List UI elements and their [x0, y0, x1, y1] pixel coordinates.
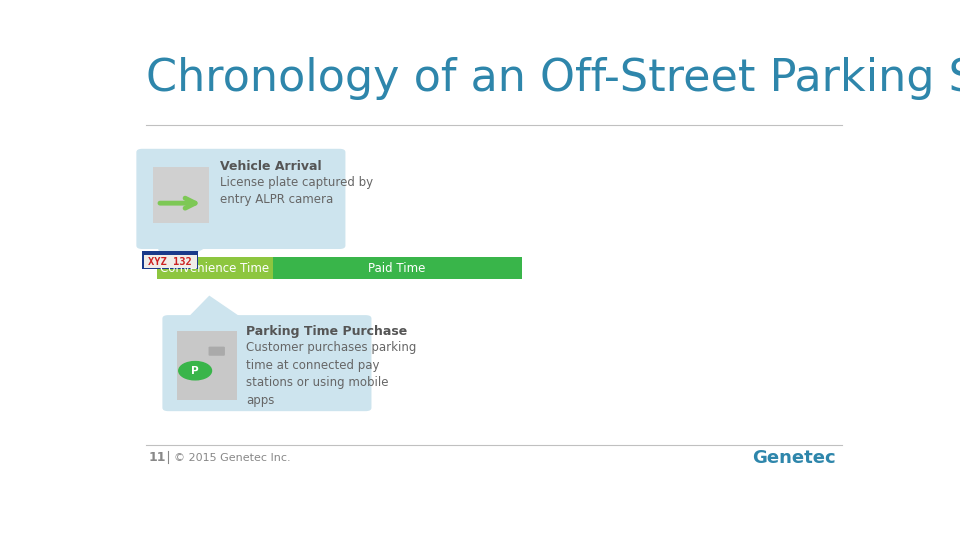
- Text: Parking Time Purchase: Parking Time Purchase: [247, 325, 408, 338]
- FancyBboxPatch shape: [154, 167, 209, 223]
- Text: XYZ 132: XYZ 132: [149, 257, 192, 267]
- Text: Chronology of an Off-Street Parking Session: Chronology of an Off-Street Parking Sess…: [146, 57, 960, 100]
- FancyBboxPatch shape: [208, 347, 225, 356]
- Text: © 2015 Genetec Inc.: © 2015 Genetec Inc.: [175, 453, 291, 463]
- Text: Vehicle Arrival: Vehicle Arrival: [221, 160, 322, 173]
- Text: P: P: [191, 366, 199, 376]
- Text: Convenience Time: Convenience Time: [160, 261, 270, 275]
- Text: Genetec: Genetec: [752, 449, 836, 467]
- Circle shape: [179, 362, 211, 380]
- FancyBboxPatch shape: [273, 258, 522, 279]
- FancyBboxPatch shape: [157, 258, 273, 279]
- Polygon shape: [187, 295, 243, 319]
- FancyBboxPatch shape: [144, 252, 197, 255]
- FancyBboxPatch shape: [136, 149, 346, 249]
- FancyBboxPatch shape: [178, 331, 237, 400]
- Text: Paid Time: Paid Time: [369, 261, 426, 275]
- Text: Customer purchases parking
time at connected pay
stations or using mobile
apps: Customer purchases parking time at conne…: [247, 341, 417, 407]
- Polygon shape: [157, 246, 209, 271]
- Text: License plate captured by
entry ALPR camera: License plate captured by entry ALPR cam…: [221, 176, 373, 206]
- FancyBboxPatch shape: [142, 251, 198, 268]
- Text: 11: 11: [148, 451, 166, 464]
- FancyBboxPatch shape: [144, 255, 197, 268]
- FancyBboxPatch shape: [162, 315, 372, 411]
